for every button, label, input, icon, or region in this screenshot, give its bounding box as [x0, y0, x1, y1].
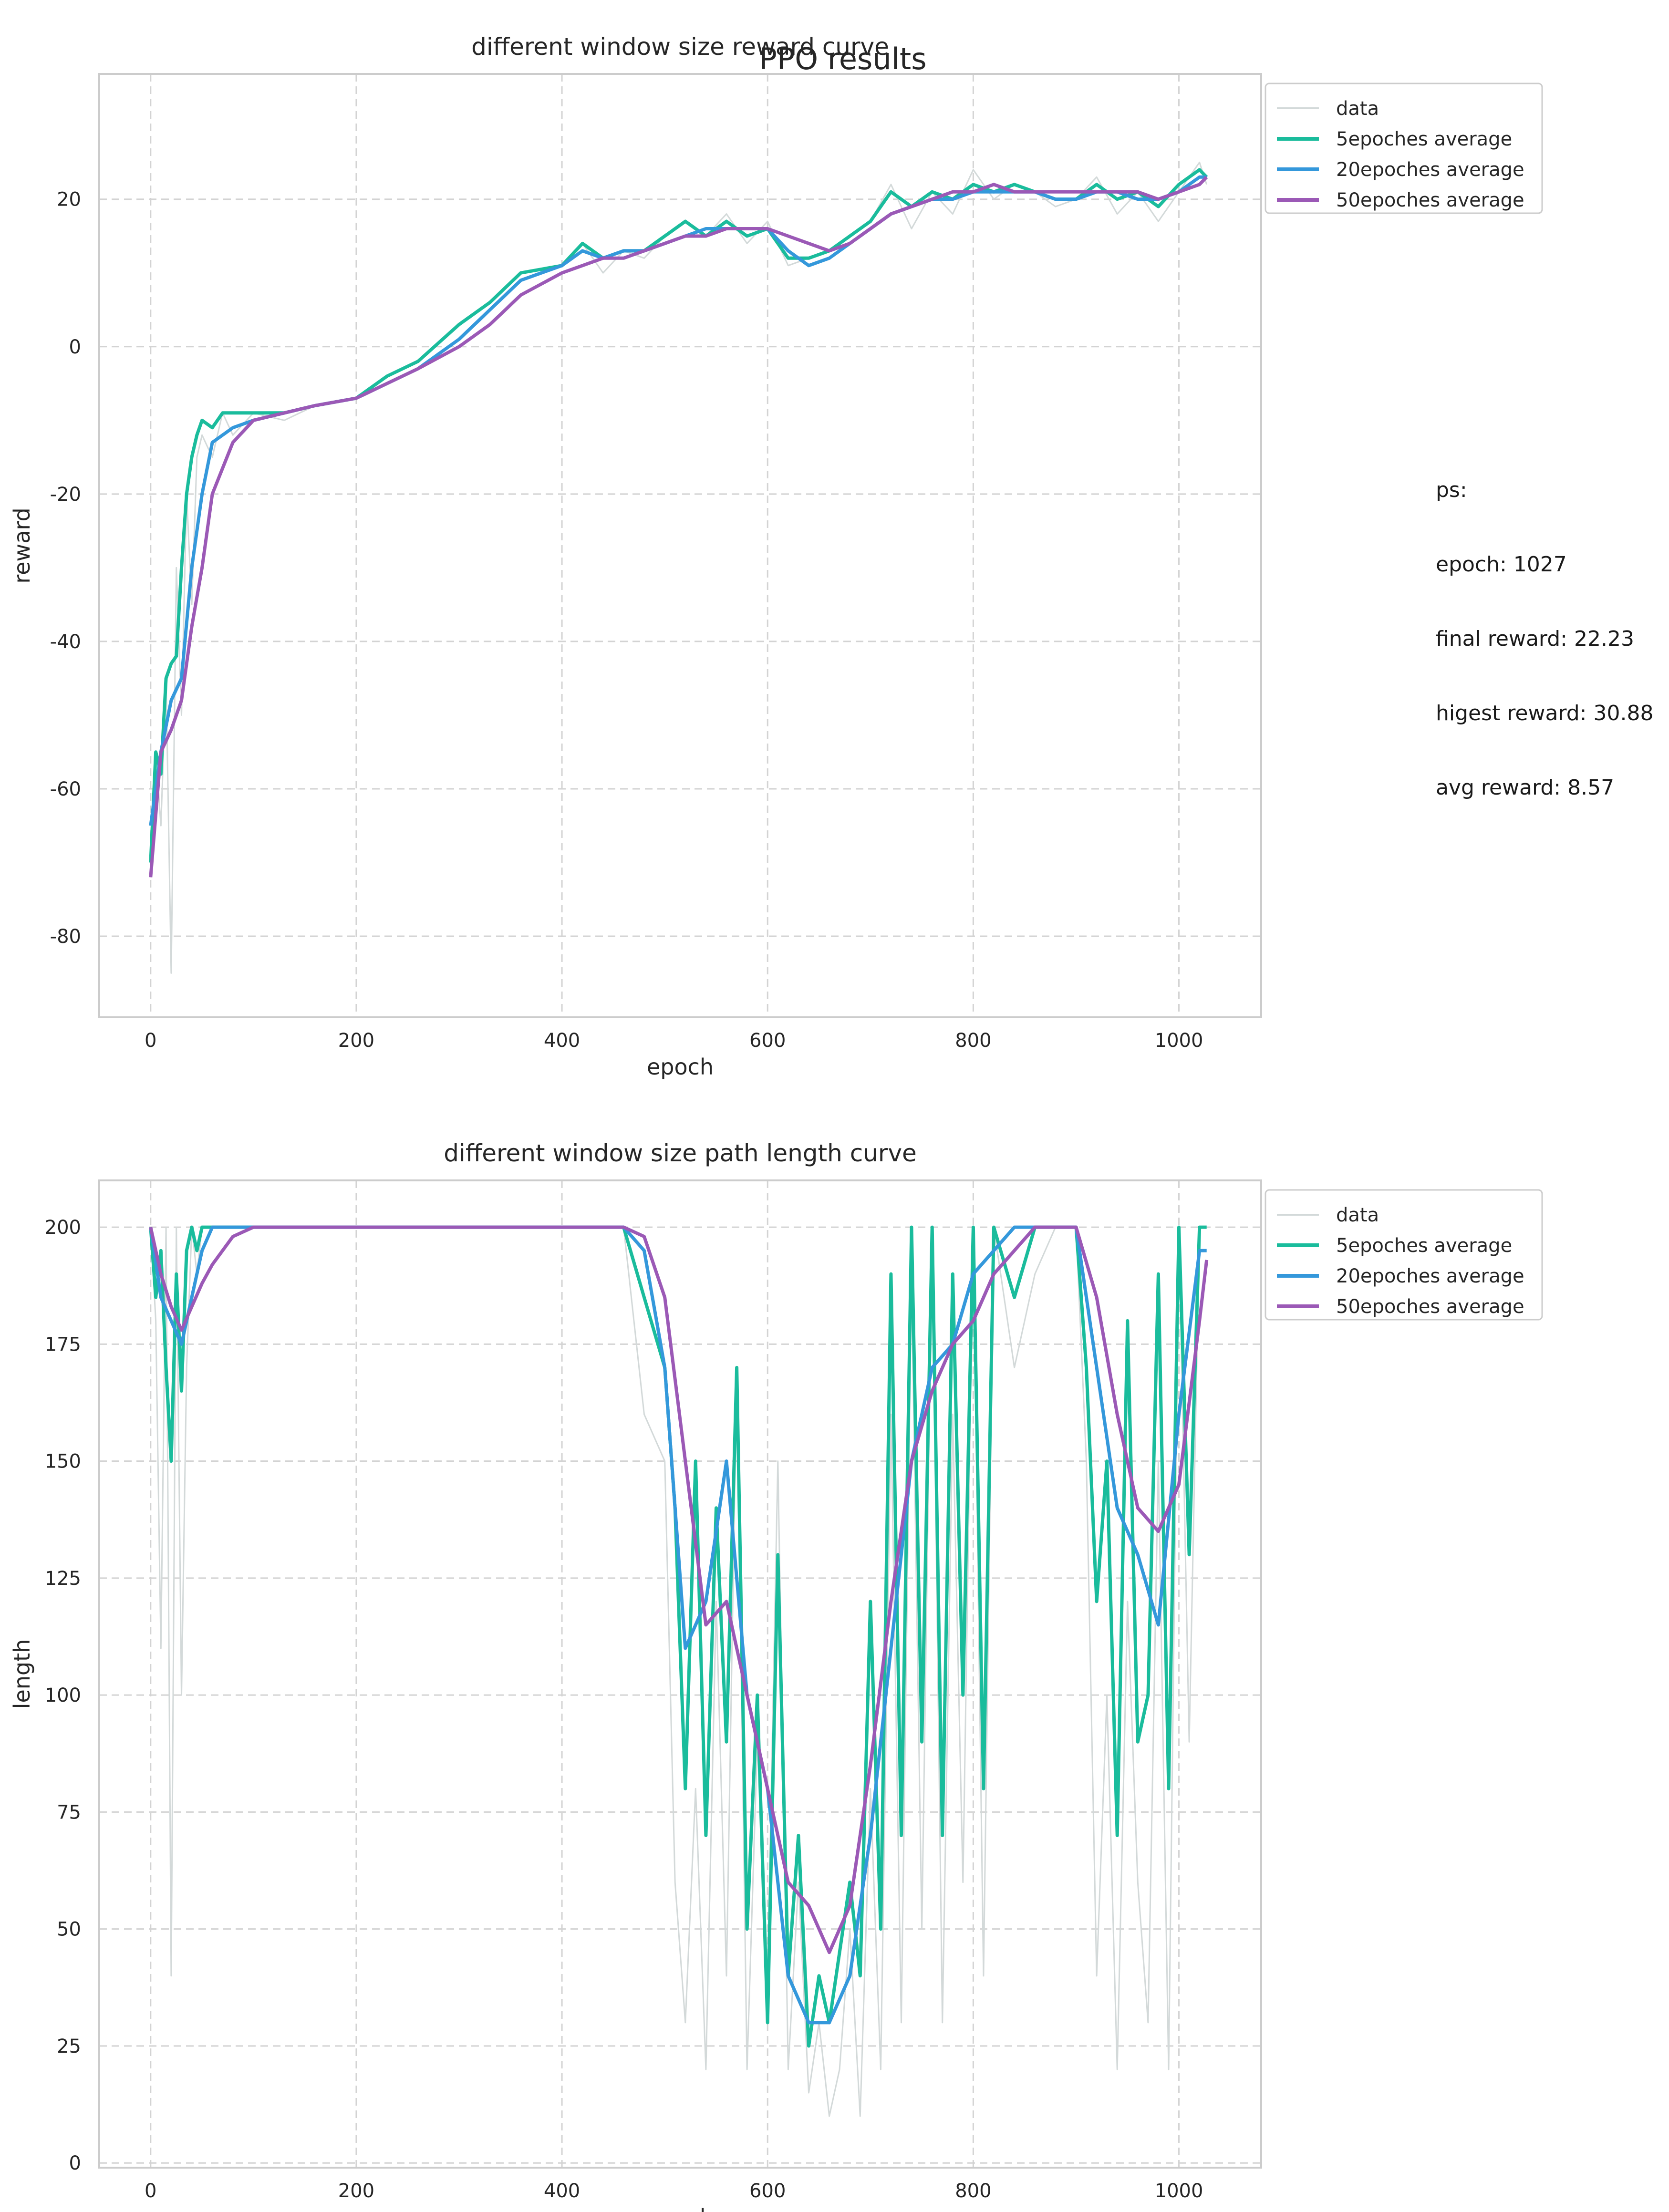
length-y-tick-label: 25	[57, 2036, 81, 2057]
length-legend-label-data: data	[1336, 1204, 1379, 1226]
length-x-axis-label: epoch	[647, 2204, 714, 2212]
reward-legend	[1265, 83, 1543, 214]
length-x-tick-label: 800	[955, 2180, 991, 2202]
length-legend-label-ma50: 50epoches average	[1336, 1296, 1524, 1318]
reward-y-tick-label: 0	[69, 336, 81, 358]
reward-series-ma5	[149, 168, 1208, 863]
reward-series-ma50	[149, 176, 1208, 878]
ps-note: ps: epoch: 1027 final reward: 22.23 hige…	[1436, 428, 1653, 825]
ps-epoch: epoch: 1027	[1436, 552, 1567, 577]
reward-x-tick-label: 800	[955, 1030, 991, 1052]
reward-legend-label-ma50: 50epoches average	[1336, 189, 1524, 211]
reward-y-axis-label: reward	[9, 507, 35, 583]
length-legend	[1265, 1189, 1543, 1321]
reward-legend-label-data: data	[1336, 98, 1379, 120]
reward-y-tick-label: -80	[50, 926, 81, 948]
length-legend-label-ma20: 20epoches average	[1336, 1265, 1524, 1287]
length-chart-title: different window size path length curve	[444, 1139, 917, 1167]
figure-suptitle: PPO results	[759, 41, 927, 76]
reward-series-data	[150, 161, 1208, 974]
reward-chart-title: different window size reward curve	[471, 33, 889, 61]
ps-label: ps:	[1436, 478, 1467, 502]
ps-avg-reward: avg reward: 8.57	[1436, 775, 1615, 800]
reward-y-tick-label: 20	[57, 189, 81, 211]
length-y-tick-label: 200	[45, 1217, 81, 1239]
reward-x-tick-label: 200	[338, 1030, 374, 1052]
reward-plot-frame	[98, 73, 1262, 1018]
reward-x-tick-label: 1000	[1155, 1030, 1203, 1052]
length-y-tick-label: 150	[45, 1451, 81, 1473]
length-y-tick-label: 0	[69, 2152, 81, 2174]
reward-series-ma20	[149, 175, 1207, 826]
length-y-tick-label: 75	[57, 1801, 81, 1823]
ps-highest-reward: higest reward: 30.88	[1436, 701, 1654, 725]
length-plot-frame	[98, 1179, 1262, 2169]
reward-legend-label-ma20: 20epoches average	[1336, 159, 1524, 181]
length-series-data	[150, 1226, 1207, 2117]
length-x-tick-label: 400	[544, 2180, 580, 2202]
length-x-tick-label: 200	[338, 2180, 374, 2202]
reward-x-axis-label: epoch	[647, 1054, 714, 1080]
reward-x-tick-label: 0	[145, 1030, 156, 1052]
length-y-tick-label: 125	[45, 1568, 81, 1590]
reward-y-tick-label: -60	[50, 778, 81, 800]
length-y-axis-label: length	[9, 1639, 35, 1709]
reward-legend-label-ma5: 5epoches average	[1336, 128, 1512, 150]
length-x-tick-label: 1000	[1155, 2180, 1203, 2202]
length-x-tick-label: 0	[145, 2180, 156, 2202]
reward-x-tick-label: 600	[749, 1030, 786, 1052]
reward-y-tick-label: -20	[50, 484, 81, 506]
path-length-chart: 0 200 400 600 800 1000 0 25 50 75 100 125 150 175 200 d…	[9, 1139, 1543, 2212]
length-x-tick-label: 600	[749, 2180, 786, 2202]
length-series-ma50	[149, 1225, 1209, 1954]
reward-x-tick-label: 400	[544, 1030, 580, 1052]
length-y-tick-label: 175	[45, 1333, 81, 1355]
reward-y-tick-label: -40	[50, 631, 81, 653]
ps-final-reward: final reward: 22.23	[1436, 627, 1634, 651]
length-y-tick-label: 100	[45, 1685, 81, 1706]
reward-chart: 0 200 400 600 800 1000 -80 -60 -40 -20 0 20 differen…	[9, 33, 1543, 1080]
length-y-tick-label: 50	[57, 1919, 81, 1941]
length-legend-label-ma5: 5epoches average	[1336, 1235, 1512, 1257]
